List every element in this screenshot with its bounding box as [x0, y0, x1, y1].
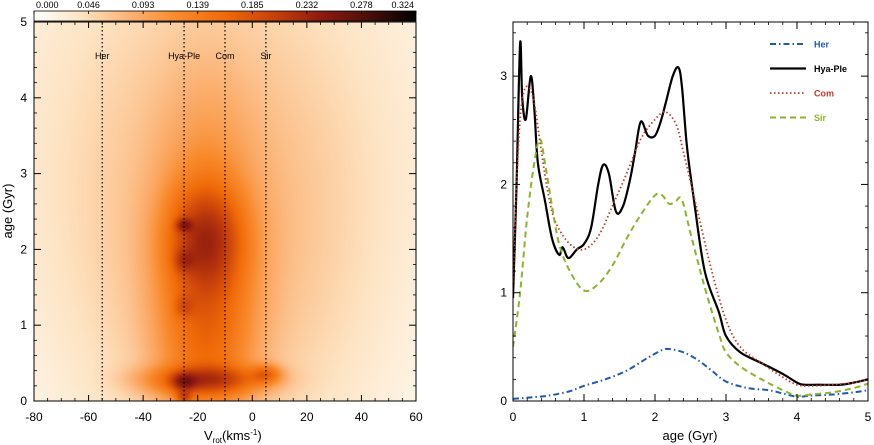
line-y-tick-label: 1: [500, 286, 507, 300]
colorbar-tick-label: 0.324: [391, 0, 414, 10]
vline-label-her: Her: [95, 51, 110, 61]
legend-label-sir: Sir: [814, 113, 827, 123]
heatmap-x-tick-label: 60: [409, 410, 423, 424]
legend: Her Hya-Ple Com Sir: [770, 40, 847, 123]
line-series-group: [513, 40, 868, 400]
legend-label-her: Her: [814, 40, 830, 50]
colorbar-tick-label: 0.093: [132, 0, 155, 10]
colorbar-tick-label: 0.000: [36, 0, 59, 10]
line-y-tick-label: 2: [500, 177, 507, 191]
heatmap-y-tick-label: 0: [20, 394, 27, 408]
line-y-tick-label: 3: [500, 69, 507, 83]
heatmap-x-tick-label: 0: [249, 410, 256, 424]
heatmap-x-tick-label: 40: [355, 410, 369, 424]
legend-label-hya-ple: Hya-Ple: [814, 64, 847, 74]
line-y-tick-label: 0: [500, 394, 507, 408]
heatmap-y-ticks: 0 1 2 3 4 5: [20, 15, 416, 408]
line-x-tick-label: 2: [652, 410, 659, 424]
colorbar-tick-label: 0.278: [350, 0, 373, 10]
legend-label-com: Com: [814, 89, 834, 99]
heatmap-x-tick-label: -80: [25, 410, 43, 424]
line-panel: 0 1 2 3 4 5 0 1 2 3 age (Gyr) Her Hya-Ple Com Sir: [500, 21, 872, 443]
vline-label-com: Com: [215, 51, 234, 61]
line-y-ticks: 0 1 2 3: [500, 32, 868, 408]
heatmap-y-label: age (Gyr): [0, 184, 15, 239]
vline-label-sir: Sir: [260, 51, 271, 61]
group-vlines: Her Hya-Ple Com Sir: [95, 22, 271, 401]
series-line-hya-ple: [513, 40, 868, 387]
colorbar-tick-label: 0.139: [186, 0, 209, 10]
colorbar-tick-label: 0.185: [241, 0, 264, 10]
colorbar-ticks: 0.000 0.046 0.093 0.139 0.185 0.232 0.278 0.324: [33, 0, 417, 14]
heatmap-y-tick-label: 4: [20, 91, 27, 105]
heatmap-y-tick-label: 2: [20, 242, 27, 256]
heatmap-x-ticks: -80 -60 -40 -20 0 20 40 60: [25, 22, 423, 424]
heatmap-x-tick-label: 20: [300, 410, 314, 424]
series-line-com: [513, 85, 868, 387]
heatmap-y-tick-label: 1: [20, 318, 27, 332]
heatmap-x-tick-label: -20: [189, 410, 207, 424]
heatmap-x-tick-label: -60: [80, 410, 98, 424]
line-x-tick-label: 5: [865, 410, 872, 424]
line-x-label: age (Gyr): [663, 428, 718, 443]
vline-label-hya-ple: Hya-Ple: [168, 51, 200, 61]
line-x-tick-label: 3: [723, 410, 730, 424]
heatmap-panel: Her Hya-Ple Com Sir -80 -60 -40 -20 0 20 40 60 0 1 2…: [0, 15, 423, 445]
colorbar: 0.000 0.046 0.093 0.139 0.185 0.232 0.278 0.324: [33, 0, 417, 22]
line-x-tick-label: 0: [510, 410, 517, 424]
line-x-ticks: 0 1 2 3 4 5: [510, 22, 872, 424]
heatmap-x-tick-label: -40: [134, 410, 152, 424]
colorbar-tick-label: 0.046: [77, 0, 100, 10]
colorbar-bar: [33, 10, 417, 22]
line-frame: [512, 21, 869, 402]
heatmap-y-tick-label: 3: [20, 167, 27, 181]
colorbar-tick-label: 0.232: [296, 0, 319, 10]
heatmap-y-tick-label: 5: [20, 15, 27, 29]
series-line-her: [513, 347, 868, 400]
heatmap-x-label: Vrot(kms-1): [204, 428, 262, 445]
line-x-tick-label: 1: [581, 410, 588, 424]
series-line-sir: [513, 137, 868, 397]
line-x-tick-label: 4: [794, 410, 801, 424]
